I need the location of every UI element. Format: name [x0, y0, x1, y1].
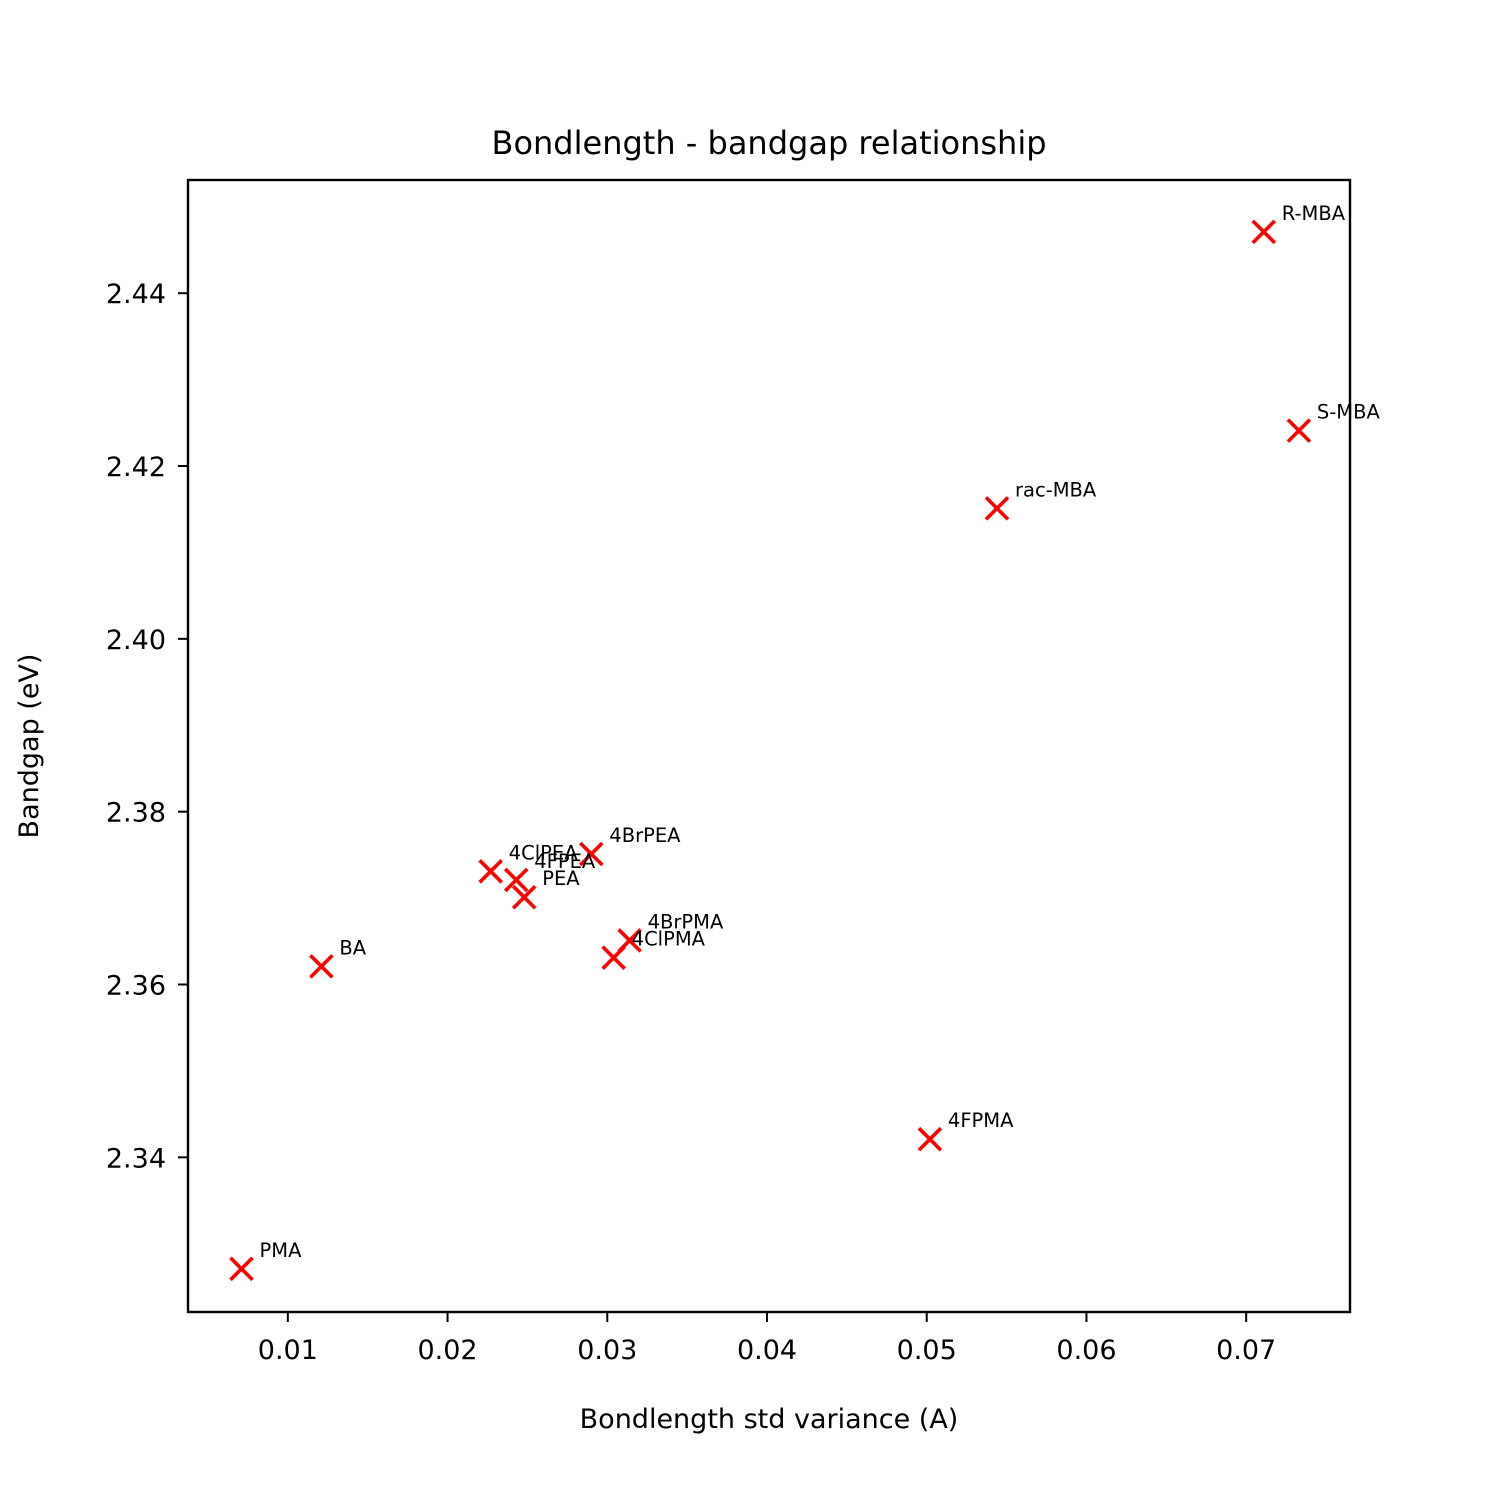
point-label: 4FPMA: [948, 1109, 1014, 1132]
point-label: 4BrPEA: [609, 824, 681, 847]
marker-stroke: [579, 841, 604, 867]
data-point-marker: [1286, 418, 1312, 443]
data-point-marker: [917, 1126, 943, 1152]
y-tick-label: 2.44: [106, 279, 166, 310]
y-tick-label: 2.34: [106, 1143, 166, 1174]
x-axis-label: Bondlength std variance (A): [580, 1404, 959, 1435]
data-point-marker: [503, 867, 529, 893]
marker-stroke: [511, 884, 537, 910]
data-point-marker: [1251, 219, 1277, 245]
point-label: 4BrPMA: [648, 910, 724, 933]
data-point-marker: [309, 954, 334, 979]
data-points: [229, 219, 1312, 1282]
x-tick-label: 0.01: [258, 1335, 318, 1366]
point-label: BA: [339, 936, 366, 959]
x-tick-label: 0.04: [737, 1335, 797, 1366]
y-tick-label: 2.38: [106, 798, 166, 829]
x-tick-label: 0.03: [577, 1335, 637, 1366]
x-tick-label: 0.05: [897, 1335, 957, 1366]
marker-stroke: [1251, 219, 1277, 245]
data-point-marker: [478, 859, 503, 884]
marker-stroke: [503, 867, 529, 893]
data-point-marker: [511, 884, 537, 910]
x-tick-label: 0.07: [1216, 1335, 1276, 1366]
x-tick-label: 0.06: [1056, 1335, 1116, 1366]
data-point-marker: [601, 945, 626, 970]
marker-stroke: [917, 1126, 943, 1152]
point-label: PMA: [260, 1239, 303, 1262]
data-point-marker: [229, 1256, 254, 1282]
x-tick-label: 0.02: [417, 1335, 477, 1366]
x-axis-ticks: 0.01 0.02 0.03 0.04 0.05 0.06 0.07: [258, 1312, 1276, 1366]
point-label: 4ClPMA: [632, 928, 706, 951]
point-label: PEA: [542, 867, 580, 890]
data-point-marker: [579, 841, 604, 867]
point-label: S-MBA: [1317, 401, 1381, 424]
marker-stroke: [1286, 418, 1312, 443]
y-tick-label: 2.40: [106, 625, 166, 656]
plot-area-frame: [186, 178, 1352, 1314]
point-label: 4ClPEA: [509, 841, 579, 864]
y-axis-label: Bandgap (eV): [14, 654, 45, 839]
point-label: R-MBA: [1282, 202, 1346, 225]
chart-title: Bondlength - bandgap relationship: [491, 124, 1046, 162]
y-axis-ticks: 2.34 2.36 2.38 2.40 2.42 2.44: [106, 279, 188, 1174]
marker-stroke: [984, 496, 1010, 521]
y-tick-label: 2.42: [106, 452, 166, 483]
marker-stroke: [601, 945, 626, 970]
data-point-marker: [984, 496, 1010, 521]
point-label: 4FPEA: [534, 850, 596, 873]
marker-stroke: [309, 954, 334, 979]
y-tick-label: 2.36: [106, 970, 166, 1001]
marker-stroke: [229, 1256, 254, 1282]
marker-stroke: [478, 859, 503, 884]
point-label: rac-MBA: [1015, 478, 1097, 501]
